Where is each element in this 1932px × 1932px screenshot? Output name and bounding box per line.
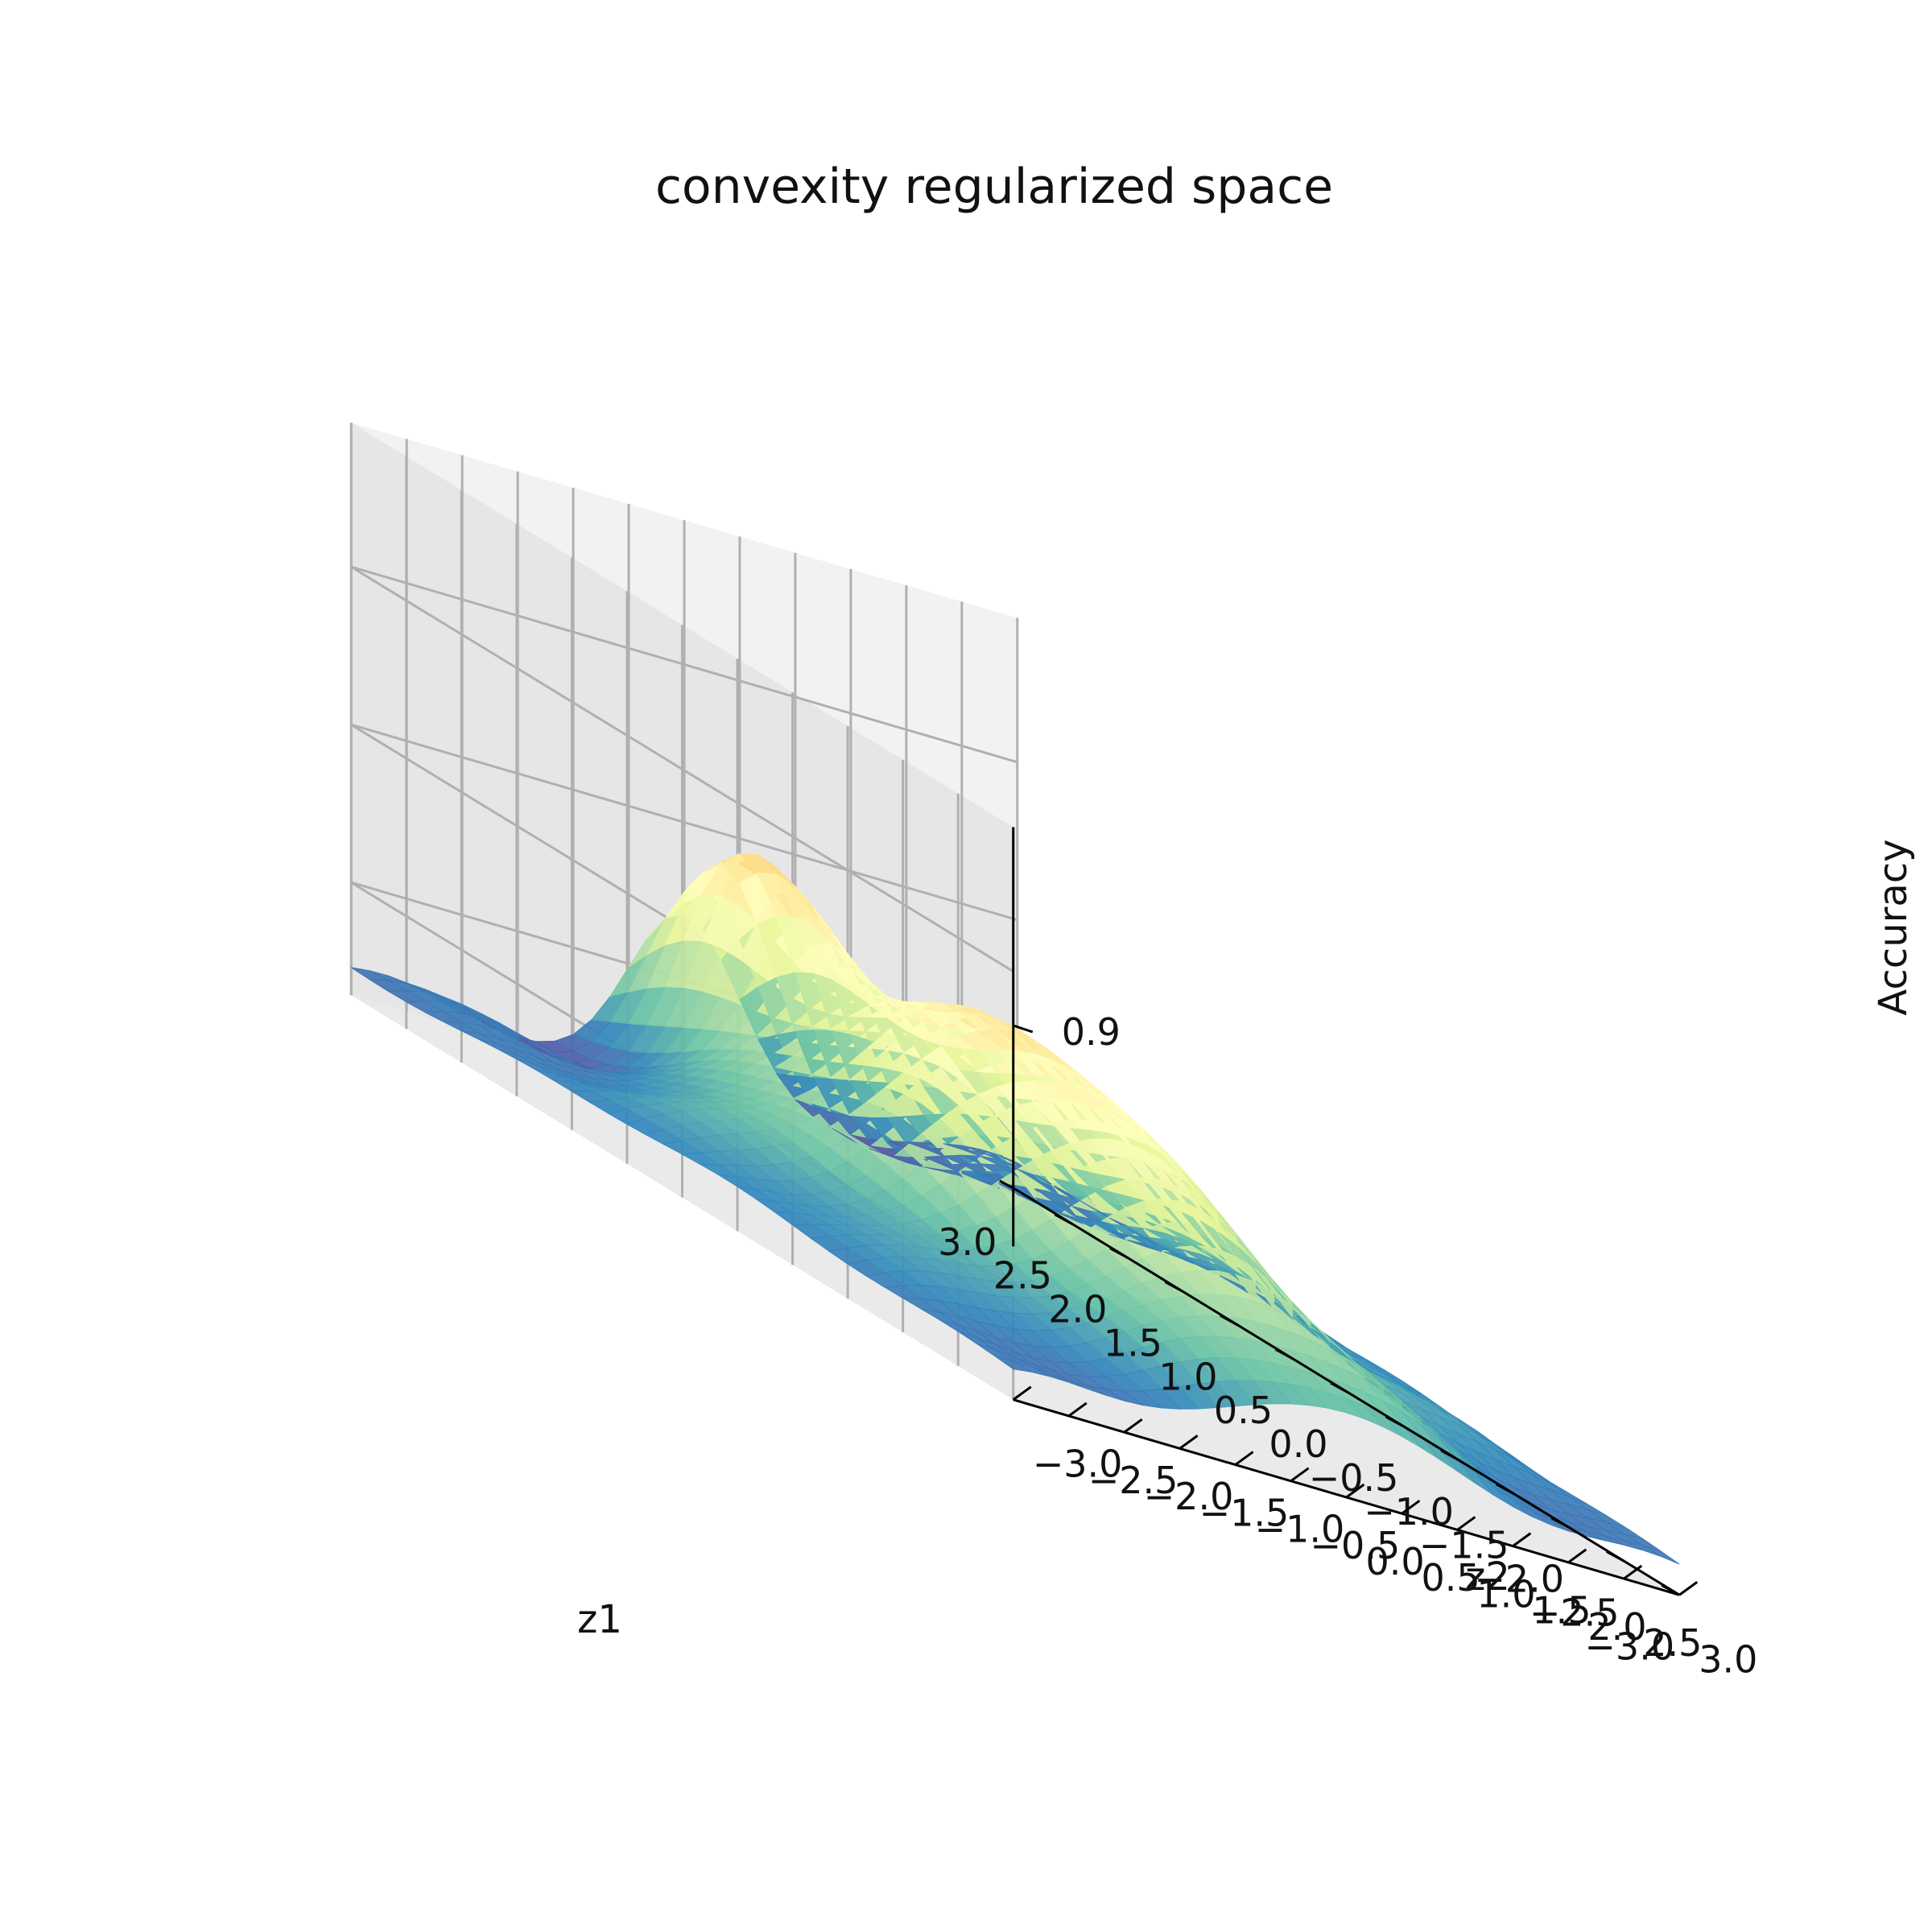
z1-tick-label: 0.5 [1214,1389,1273,1432]
accuracy-tick-mark [1013,1024,1034,1034]
z2-tick-mark [1123,1418,1143,1434]
z2-tick-label: 0.0 [1365,1540,1424,1583]
z2-tick-label: −1.5 [1199,1491,1290,1534]
z1-axis-ticks: 3.02.52.01.51.00.50.0−0.5−1.0−1.5−2.0−2.… [938,1179,1680,1668]
z1-tick-label: 1.5 [1104,1321,1162,1364]
z2-tick-mark [1234,1451,1254,1466]
axis-panes [349,423,1680,1596]
z1-tick-label: 2.5 [993,1254,1052,1298]
z2-tick-label: 2.0 [1587,1605,1646,1649]
z2-tick-label: −1.0 [1255,1508,1345,1551]
z2-tick-mark [1067,1402,1088,1418]
z2-tick-mark [1179,1435,1199,1450]
z1-tick-mark [1164,1281,1184,1293]
accuracy-axis-ticks: 0.9 [1013,1010,1121,1054]
z1-tick-label: −3.0 [1584,1624,1674,1668]
z2-axis-label: z2 [1465,1554,1510,1600]
z1-tick-mark [1109,1247,1129,1259]
z2-tick-label: −2.0 [1144,1475,1234,1518]
z1-tick-mark [1220,1314,1239,1327]
z2-tick-mark [1290,1467,1310,1483]
z1-tick-mark [1605,1550,1625,1563]
z1-tick-label: −1.5 [1419,1524,1509,1567]
z1-tick-label: −2.0 [1474,1558,1564,1601]
z2-tick-label: −2.5 [1088,1459,1179,1502]
z1-tick-label: 2.0 [1048,1288,1107,1331]
z1-tick-label: 3.0 [938,1220,997,1264]
z1-tick-mark [1661,1583,1680,1596]
z1-tick-label: −2.5 [1530,1591,1620,1634]
z1-tick-label: 0.0 [1269,1422,1327,1466]
z1-tick-mark [1054,1213,1074,1225]
z2-tick-mark [1678,1581,1699,1596]
z2-tick-label: 3.0 [1699,1637,1757,1681]
chart-title: convexity regularized space [655,159,1333,215]
z1-tick-mark [1330,1381,1349,1394]
surface-plot [351,852,1680,1565]
z2-tick-mark [1512,1532,1532,1547]
z2-axis-ticks: −3.0−2.5−2.0−1.5−1.0−0.50.00.51.01.52.02… [1012,1385,1757,1681]
accuracy-axis-label: Accuracy [1871,839,1916,1015]
accuracy-tick-label: 0.9 [1062,1010,1121,1054]
grid-line-horizontal [350,565,1018,973]
z1-tick-label: 1.0 [1158,1355,1217,1398]
z2-tick-label: 1.0 [1476,1572,1535,1616]
z2-tick-mark [1567,1548,1587,1564]
z1-tick-mark [1495,1483,1515,1495]
z2-tick-label: 1.5 [1532,1589,1591,1633]
z1-tick-mark [1550,1517,1570,1529]
z2-tick-label: −0.5 [1311,1524,1401,1567]
z1-tick-mark [1385,1415,1405,1428]
z2-tick-label: 2.5 [1643,1621,1702,1665]
z2-tick-mark [1012,1385,1032,1401]
z2-tick-label: −3.0 [1033,1443,1123,1486]
z1-tick-label: −1.0 [1364,1490,1454,1534]
z2-tick-mark [1456,1516,1476,1531]
z1-axis-label: z1 [577,1597,622,1642]
surface-facet [1642,1545,1680,1565]
z2-tick-mark [1401,1499,1421,1515]
z1-tick-mark [1440,1449,1459,1462]
z1-tick-mark [999,1179,1018,1192]
z2-tick-mark [1345,1483,1365,1499]
z2-tick-label: 0.5 [1421,1556,1480,1600]
z2-tick-mark [1623,1564,1643,1580]
z1-tick-mark [1274,1348,1294,1360]
